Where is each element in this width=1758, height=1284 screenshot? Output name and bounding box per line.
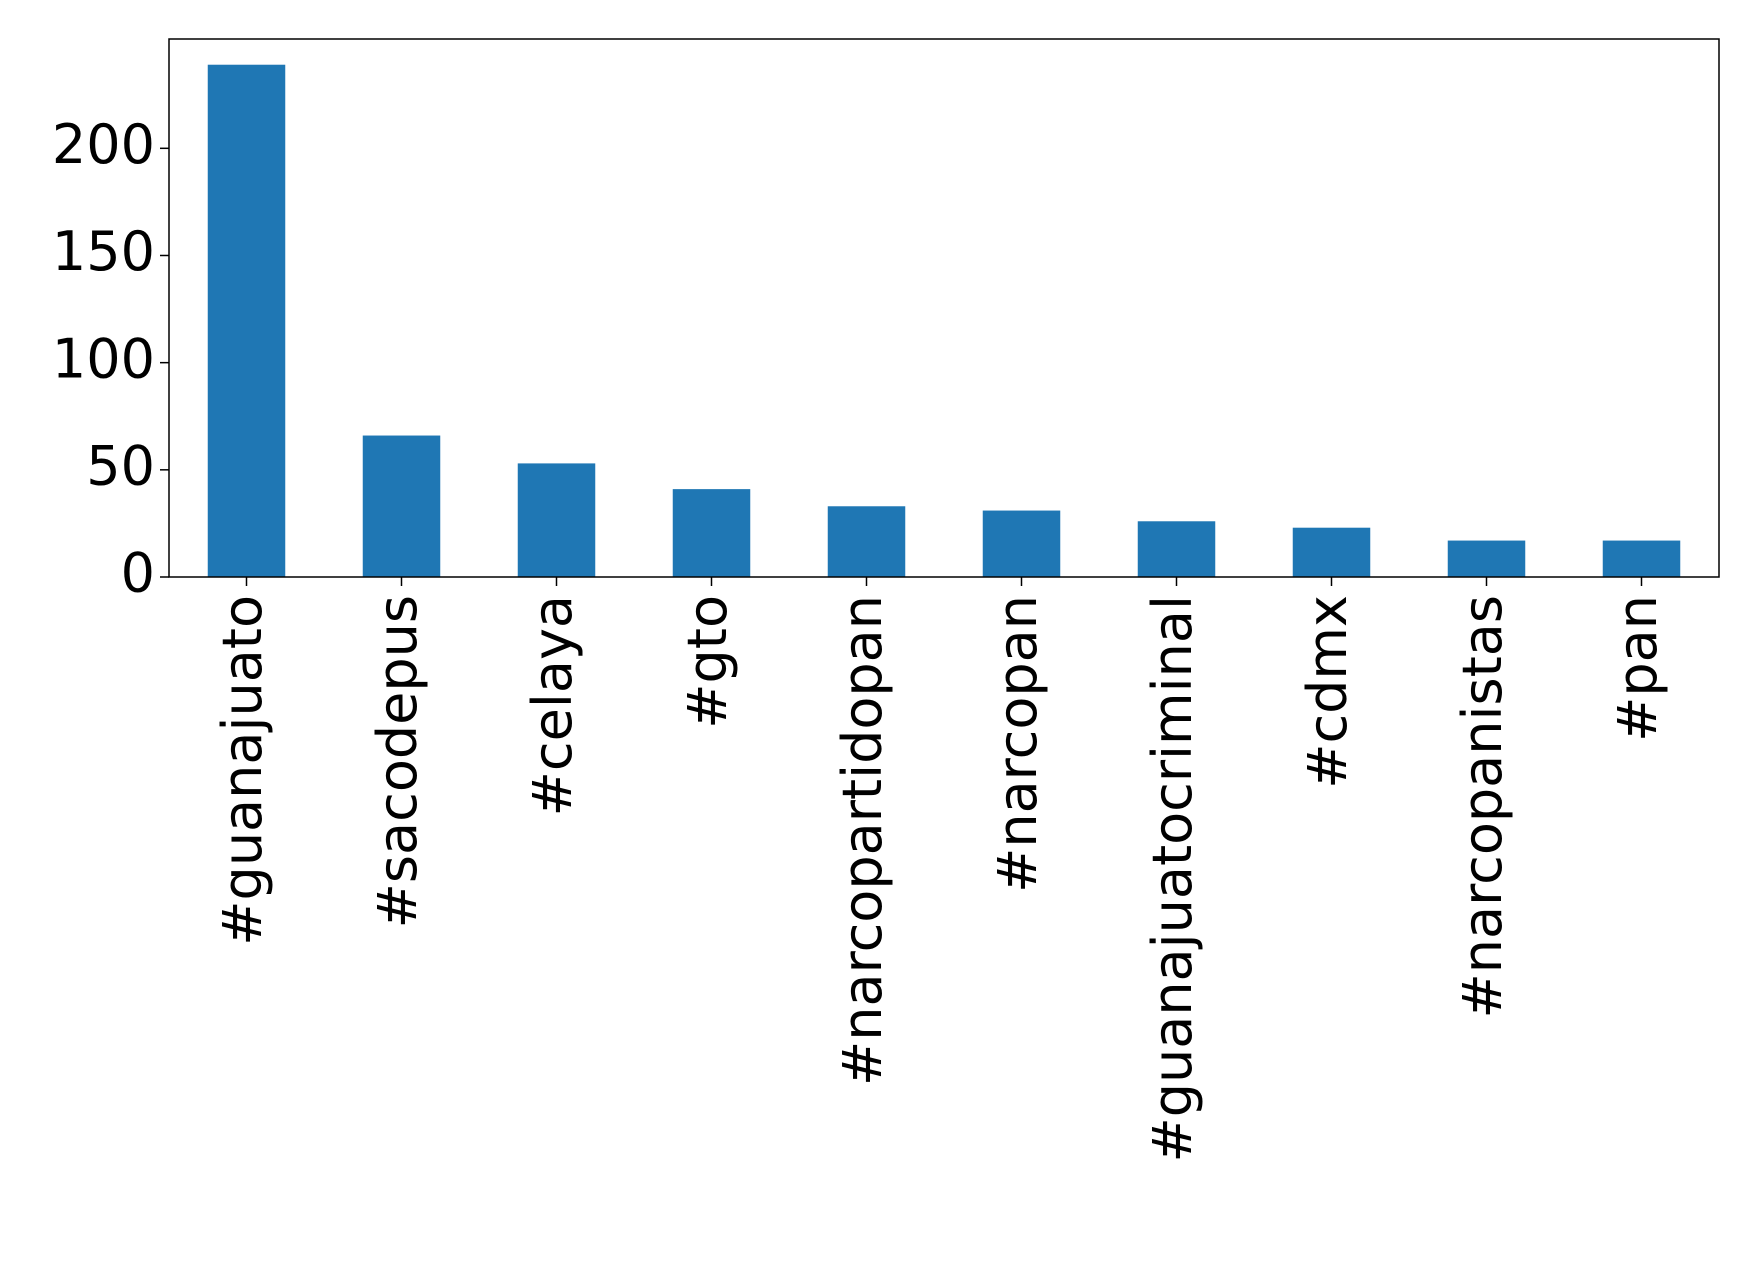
bar (1602, 540, 1681, 577)
x-tick-label: #celaya (521, 595, 584, 816)
y-tick-label: 50 (86, 434, 155, 497)
bar (1292, 527, 1371, 577)
bar (982, 510, 1061, 577)
x-tick-label: #cdmx (1296, 595, 1359, 789)
bar (827, 506, 906, 577)
bar (672, 489, 751, 577)
y-tick-label: 100 (52, 327, 155, 390)
x-tick-label: #narcopartidopan (831, 595, 894, 1086)
x-tick-label: #guanajuatocriminal (1141, 595, 1204, 1163)
x-tick-label: #narcopanistas (1451, 595, 1514, 1018)
y-tick-label: 0 (121, 542, 155, 605)
x-tick-label: #pan (1606, 595, 1669, 742)
x-tick-label: #sacodepus (366, 595, 429, 928)
bar (1137, 521, 1216, 577)
bar (517, 463, 596, 577)
bar (1447, 540, 1526, 577)
y-tick-label: 150 (52, 220, 155, 283)
bar (207, 64, 286, 577)
x-tick-label: #guanajuato (211, 595, 274, 946)
bar (362, 435, 441, 577)
y-tick-label: 200 (52, 113, 155, 176)
x-tick-label: #narcopan (986, 595, 1049, 893)
x-tick-label: #gto (676, 595, 739, 729)
axes-frame (168, 38, 1720, 578)
